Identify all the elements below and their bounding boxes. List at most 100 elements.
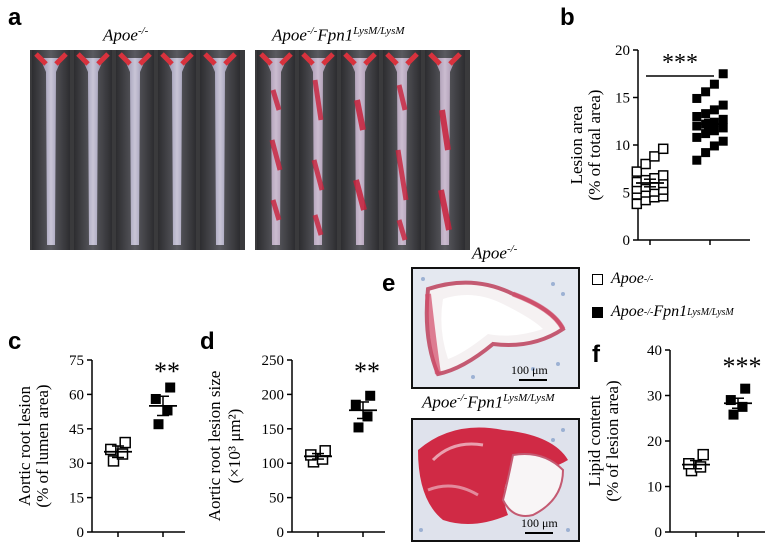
data-point-open — [640, 158, 651, 170]
y-tick-label: 50 — [269, 491, 284, 507]
data-point-open — [105, 443, 117, 456]
data-point-open — [631, 176, 643, 188]
data-point-filled — [153, 419, 164, 430]
y-tick-label: 0 — [277, 525, 285, 541]
chart-d: 0 50 100 150 200 250 Aortic root lesion size (×… — [205, 353, 385, 541]
aorta-photo-knockout — [255, 50, 470, 250]
legend-item-knockout: Apoe -/- Fpn1 LysM/LysM — [592, 303, 734, 321]
data-point-filled — [718, 100, 728, 110]
data-point-open — [631, 198, 643, 210]
data-point-filled — [701, 109, 711, 119]
filled-square-icon — [592, 306, 603, 318]
aorta-strip — [200, 50, 240, 250]
group-title-knockout: Apoe-/-Fpn1LysM/LysM — [272, 25, 405, 45]
histology-drawing-control — [413, 269, 578, 387]
y-tick-label: 30 — [69, 456, 84, 472]
data-point-open — [631, 166, 643, 177]
y-axis-label: Aortic root lesion size — [205, 371, 224, 522]
scale-label-knockout: 100 μm — [521, 516, 558, 530]
data-point-open — [683, 458, 695, 470]
data-point-filled — [709, 126, 719, 136]
y-axis-label: Aortic root lesion — [15, 386, 34, 506]
aorta-photo-control — [30, 50, 245, 250]
data-point-filled — [362, 411, 373, 422]
data-point-open — [649, 173, 660, 184]
y-tick-label: 20 — [647, 434, 662, 450]
scale-bar-control — [519, 379, 547, 381]
data-point-filled — [701, 129, 711, 139]
data-point-filled — [701, 148, 711, 158]
data-point-filled — [350, 399, 361, 410]
y-tick-label: 60 — [69, 387, 84, 403]
histo-title-knockout: Apoe-/-Fpn1LysM/LysM — [422, 392, 555, 412]
data-point-filled — [365, 390, 376, 401]
data-point-open — [694, 461, 707, 473]
y-tick-label: 250 — [262, 353, 285, 369]
aorta-strip — [32, 50, 70, 250]
aorta-strip — [425, 50, 465, 250]
group-title-control: Apoe-/- — [103, 25, 149, 45]
panel-label-f: f — [592, 341, 600, 368]
panel-label-a: a — [8, 4, 22, 31]
data-point-filled — [692, 112, 702, 121]
data-point-open — [697, 448, 709, 461]
panel-label-c: c — [8, 328, 22, 355]
y-tick-label: 0 — [623, 233, 631, 249]
aorta-strip — [383, 50, 421, 250]
y-axis-label: Lipid content — [585, 395, 604, 486]
data-point-open — [119, 436, 131, 449]
data-point-filled — [740, 383, 751, 394]
data-point-filled — [150, 393, 161, 404]
aorta-strip — [116, 50, 154, 250]
panel-label-b: b — [560, 4, 575, 31]
y-tick-label: 200 — [262, 387, 285, 403]
legend-item-control: Apoe -/- — [592, 270, 653, 288]
data-point-filled — [718, 114, 728, 124]
y-tick-label: 0 — [655, 525, 663, 541]
panel-label-e: e — [382, 270, 396, 297]
significance-stars: ** — [154, 357, 180, 386]
aorta-strip — [257, 50, 295, 250]
histology-image-knockout: 100 μm — [411, 418, 580, 542]
y-tick-label: 150 — [262, 422, 285, 438]
open-square-icon — [592, 273, 603, 285]
significance-stars: ** — [354, 357, 380, 386]
data-point-open — [649, 151, 660, 162]
data-point-filled — [737, 401, 748, 412]
y-axis-label-units: (% of total area) — [585, 90, 604, 201]
scale-label-control: 100 μm — [511, 363, 548, 377]
significance-stars: *** — [723, 352, 762, 381]
data-point-filled — [692, 155, 702, 165]
data-point-filled — [692, 121, 702, 131]
data-point-filled — [692, 93, 702, 103]
data-point-open — [305, 449, 317, 461]
data-point-filled — [709, 117, 719, 127]
y-tick-label: 100 — [262, 456, 285, 472]
y-tick-label: 30 — [647, 389, 662, 405]
data-point-filled — [165, 382, 176, 393]
histo-title-control: Apoe-/- — [472, 243, 518, 263]
y-axis-label-units: (% of lumen area) — [33, 384, 52, 507]
y-tick-label: 40 — [647, 343, 662, 359]
y-axis-label: Lesion area — [567, 105, 586, 184]
histology-image-control: 100 μm — [411, 267, 580, 389]
chart-c: 0 15 30 45 60 75 Aortic root lesion (% of lumen… — [15, 353, 185, 541]
y-tick-label: 20 — [615, 43, 630, 59]
data-point-filled — [709, 141, 719, 151]
aorta-strip — [74, 50, 112, 250]
y-axis-label-units: (×10³ μm²) — [225, 409, 244, 484]
chart-b: 0 5 10 15 20 Lesion area (% of total area) *** — [567, 43, 750, 249]
y-tick-label: 0 — [77, 525, 85, 541]
data-point-filled — [718, 69, 728, 79]
y-axis-label-units: (% of lesion area) — [603, 380, 622, 501]
y-tick-label: 10 — [647, 480, 662, 496]
data-point-filled — [353, 422, 364, 433]
data-point-open — [107, 455, 120, 467]
data-point-filled — [701, 87, 711, 97]
aorta-photo-knockout-drawing — [257, 50, 465, 250]
data-point-filled — [162, 405, 173, 416]
y-tick-label: 15 — [615, 91, 630, 107]
y-tick-label: 15 — [69, 491, 84, 507]
data-point-filled — [718, 123, 728, 133]
significance-stars: *** — [662, 50, 698, 76]
